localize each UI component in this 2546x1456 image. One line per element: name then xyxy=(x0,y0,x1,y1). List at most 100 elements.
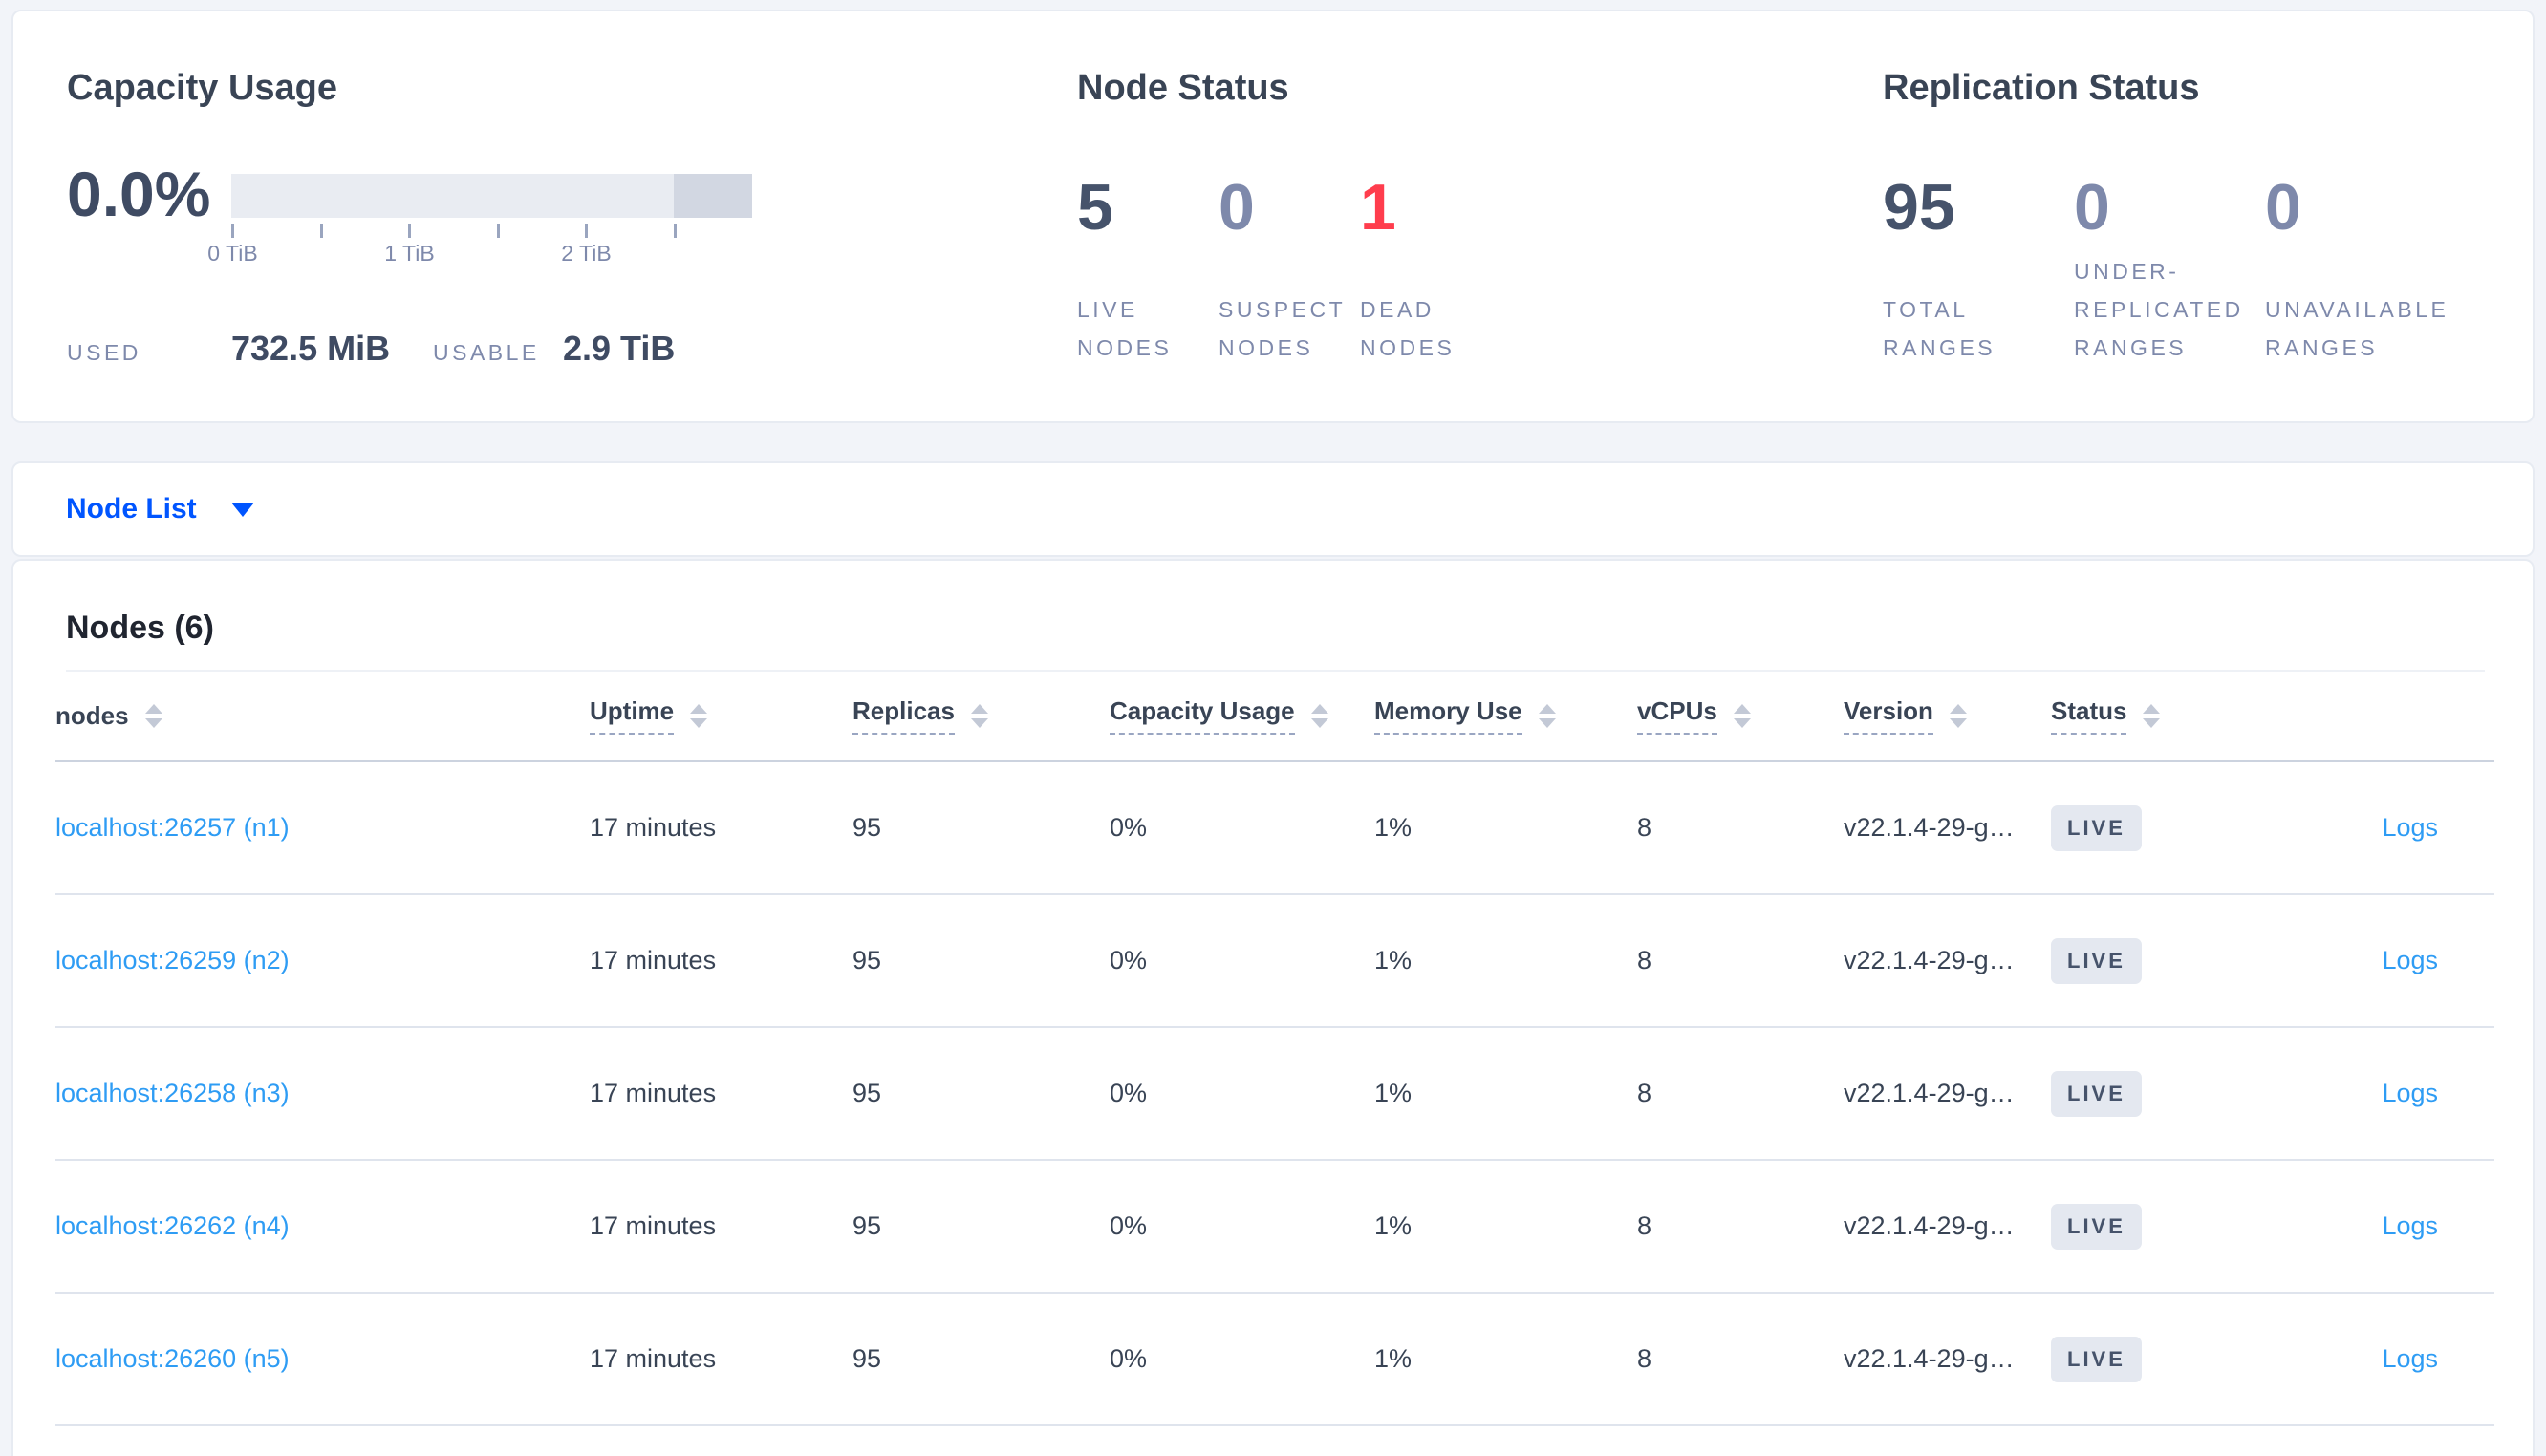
replication-stat-label-total-ranges: TOTAL RANGES xyxy=(1883,297,1996,360)
node-status-panel: Node Status 5 LIVE NODES 0 SUSPECT NODES 1 DE… xyxy=(1077,65,1883,421)
column-header-nodes[interactable]: nodes xyxy=(55,701,590,731)
node-list-dropdown-label: Node List xyxy=(66,493,197,525)
sort-arrows-icon xyxy=(1949,703,1967,728)
capacity-bar xyxy=(231,174,752,218)
node-address-link[interactable]: localhost:26259 (n2) xyxy=(55,946,290,974)
node-address-link[interactable]: localhost:26258 (n3) xyxy=(55,1079,290,1107)
node-status-stat-value-dead-nodes: 1 xyxy=(1360,171,1396,244)
title-divider xyxy=(66,670,2485,672)
column-header-label-nodes: nodes xyxy=(55,700,129,730)
node-address-link[interactable]: localhost:26257 (n1) xyxy=(55,813,290,842)
table-row-localhost-26257-n1: localhost:26257 (n1) 17 minutes 95 0% 1% 8 v22… xyxy=(55,762,2494,895)
sort-down-icon xyxy=(1733,717,1751,728)
column-header-vcpus[interactable]: vCPUs xyxy=(1637,696,1844,735)
capacity-bar-area: 0 TiB 1 TiB 2 TiB xyxy=(207,174,752,269)
capacity-tick-label-2-tib: 2 TiB xyxy=(561,241,612,266)
replication-stat-under-replicated-ranges: 0 UNDER-REPLICATED RANGES xyxy=(2074,174,2265,367)
capacity-tick-1 xyxy=(319,224,323,238)
memory-use-cell: 1% xyxy=(1374,1079,1413,1107)
replication-stat-unavailable-ranges: 0 UNAVAILABLE RANGES xyxy=(2265,174,2456,367)
column-header-label-uptime: Uptime xyxy=(590,696,675,735)
vcpus-cell: 8 xyxy=(1637,813,1652,842)
column-header-capacity-usage[interactable]: Capacity Usage xyxy=(1110,696,1374,735)
memory-use-cell: 1% xyxy=(1374,1344,1413,1373)
logs-link[interactable]: Logs xyxy=(2382,813,2438,842)
chevron-down-icon xyxy=(230,502,254,517)
node-status-stat-label-suspect-nodes: SUSPECT NODES xyxy=(1219,297,1346,360)
replicas-cell: 95 xyxy=(852,813,882,842)
column-header-uptime[interactable]: Uptime xyxy=(590,696,852,735)
node-cell: localhost:26260 (n5) xyxy=(55,1344,590,1374)
status-cell: LIVE xyxy=(2051,937,2280,984)
status-cell: LIVE xyxy=(2051,1336,2280,1382)
sort-down-icon xyxy=(970,717,988,728)
sort-down-icon xyxy=(2143,717,2161,728)
column-header-label-status: Status xyxy=(2051,696,2127,735)
replication-status-stats: 95 TOTAL RANGES 0 UNDER-REPLICATED RANGES 0 U… xyxy=(1883,174,2533,367)
version-cell: v22.1.4-29-g… xyxy=(1844,1344,2015,1373)
node-cell: localhost:26257 (n1) xyxy=(55,813,590,843)
logs-link[interactable]: Logs xyxy=(2382,946,2438,974)
logs-cell: Logs xyxy=(2280,1344,2438,1374)
column-header-version[interactable]: Version xyxy=(1844,696,2051,735)
uptime-cell: 17 minutes xyxy=(590,813,717,842)
logs-cell: Logs xyxy=(2280,946,2438,975)
column-header-memory-use[interactable]: Memory Use xyxy=(1374,696,1637,735)
column-header-label-replicas: Replicas xyxy=(852,696,955,735)
capacity-usage-cell: 0% xyxy=(1110,1211,1148,1240)
sort-down-icon xyxy=(144,717,162,728)
usable-value: 2.9 TiB xyxy=(563,329,676,368)
status-badge: LIVE xyxy=(2051,804,2142,851)
sort-up-icon xyxy=(970,703,988,714)
capacity-axis-labels: 0 TiB 1 TiB 2 TiB xyxy=(207,241,752,269)
usable-label: USABLE xyxy=(433,340,540,365)
vcpus-cell: 8 xyxy=(1637,1211,1652,1240)
node-status-stat-label-dead-nodes: DEAD NODES xyxy=(1360,297,1456,360)
version-cell: v22.1.4-29-g… xyxy=(1844,946,2015,974)
replicas-cell: 95 xyxy=(852,946,882,974)
version-cell: v22.1.4-29-g… xyxy=(1844,1079,2015,1107)
node-list-dropdown[interactable]: Node List xyxy=(66,493,254,525)
sort-up-icon xyxy=(1949,703,1967,714)
uptime-cell: 17 minutes xyxy=(590,1344,717,1373)
replicas-cell: 95 xyxy=(852,1211,882,1240)
logs-link[interactable]: Logs xyxy=(2382,1211,2438,1240)
replication-stat-label-under-replicated-ranges: UNDER-REPLICATED RANGES xyxy=(2074,259,2244,360)
replication-stat-value-total-ranges: 95 xyxy=(1883,171,1955,244)
node-status-stat-dead-nodes: 1 DEAD NODES xyxy=(1360,174,1501,367)
replication-stat-label-unavailable-ranges: UNAVAILABLE RANGES xyxy=(2265,297,2449,360)
sort-arrows-icon xyxy=(690,703,708,728)
uptime-cell: 17 minutes xyxy=(590,1079,717,1107)
sort-arrows-icon xyxy=(2143,703,2161,728)
nodes-table-card: Nodes (6) nodes Uptime Replicas Capacity Us… xyxy=(11,559,2535,1456)
status-cell: LIVE xyxy=(2051,1203,2280,1250)
column-header-replicas[interactable]: Replicas xyxy=(852,696,1110,735)
capacity-usage-cell: 0% xyxy=(1110,946,1148,974)
table-row-localhost-26258-n3: localhost:26258 (n3) 17 minutes 95 0% 1% 8 v22… xyxy=(55,1028,2494,1161)
sort-up-icon xyxy=(2143,703,2161,714)
replication-status-title: Replication Status xyxy=(1883,68,2200,108)
column-header-status[interactable]: Status xyxy=(2051,696,2280,735)
replicas-cell: 95 xyxy=(852,1344,882,1373)
replication-stat-value-unavailable-ranges: 0 xyxy=(2265,171,2301,244)
capacity-usage-cell: 0% xyxy=(1110,1344,1148,1373)
memory-use-cell: 1% xyxy=(1374,1211,1413,1240)
node-address-link[interactable]: localhost:26260 (n5) xyxy=(55,1344,290,1373)
node-address-link[interactable]: localhost:26262 (n4) xyxy=(55,1211,290,1240)
capacity-usage-title: Capacity Usage xyxy=(67,68,338,108)
table-row-localhost-26262-n4: localhost:26262 (n4) 17 minutes 95 0% 1% 8 v22… xyxy=(55,1161,2494,1294)
sort-arrows-icon xyxy=(1538,703,1556,728)
status-badge: LIVE xyxy=(2051,937,2142,984)
sort-down-icon xyxy=(1949,717,1967,728)
logs-cell: Logs xyxy=(2280,1211,2438,1241)
status-cell: LIVE xyxy=(2051,1070,2280,1117)
sort-up-icon xyxy=(1733,703,1751,714)
sort-up-icon xyxy=(1538,703,1556,714)
node-status-title: Node Status xyxy=(1077,68,1289,108)
logs-link[interactable]: Logs xyxy=(2382,1079,2438,1107)
uptime-cell: 17 minutes xyxy=(590,946,717,974)
sort-arrows-icon xyxy=(970,703,988,728)
replication-stat-total-ranges: 95 TOTAL RANGES xyxy=(1883,174,2074,367)
node-status-stat-suspect-nodes: 0 SUSPECT NODES xyxy=(1219,174,1360,367)
logs-link[interactable]: Logs xyxy=(2382,1344,2438,1373)
